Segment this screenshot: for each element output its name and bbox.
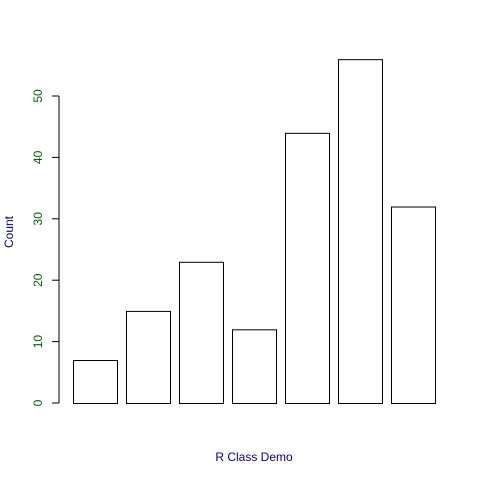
bar-2 [126,310,171,404]
bar-5 [285,132,330,404]
y-tick-label: 20 [31,273,45,287]
bars [73,59,436,405]
y-tick-label: 50 [31,89,45,103]
y-axis: 0 10 20 30 40 50 [31,89,60,406]
bar-7 [391,206,436,404]
y-tick-label: 0 [31,399,45,406]
y-axis-title: Count [2,215,16,248]
bar-1 [73,360,118,404]
x-axis-title: R Class Demo [215,450,293,464]
bar-3 [179,261,224,404]
y-tick-label: 40 [31,150,45,164]
y-tick-label: 30 [31,212,45,226]
y-tick-label: 10 [31,335,45,349]
bar-4 [232,329,277,405]
bar-6 [338,59,383,404]
